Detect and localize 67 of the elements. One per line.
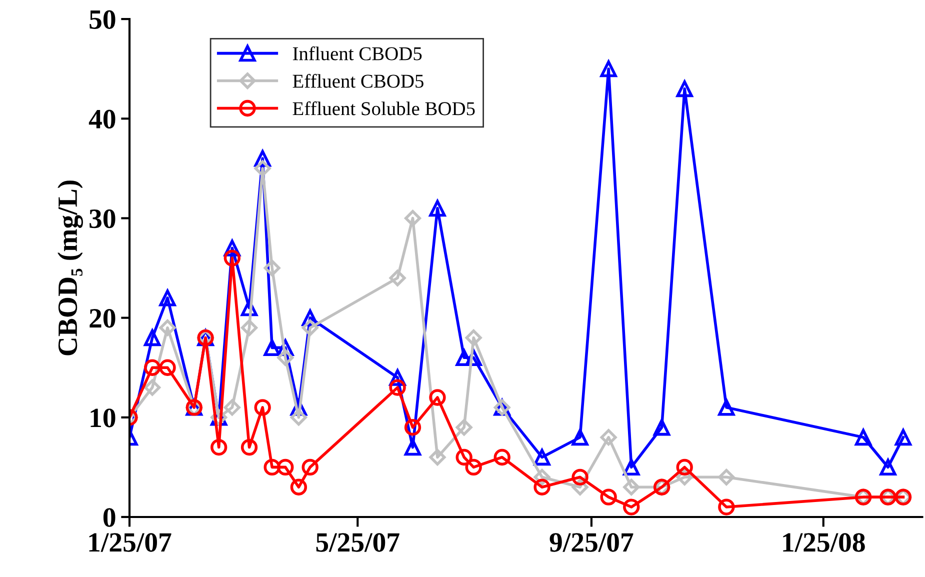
point bbox=[159, 320, 176, 336]
point bbox=[290, 478, 308, 496]
point bbox=[718, 468, 735, 486]
point bbox=[404, 419, 422, 436]
point bbox=[572, 428, 588, 446]
point bbox=[623, 478, 640, 496]
point bbox=[240, 438, 258, 456]
point bbox=[534, 478, 550, 496]
point bbox=[277, 458, 294, 476]
point bbox=[494, 448, 510, 466]
point bbox=[718, 399, 735, 416]
point bbox=[277, 349, 294, 366]
point bbox=[894, 428, 912, 446]
x-tick-label: 1/25/08 bbox=[783, 533, 865, 552]
point bbox=[254, 160, 271, 177]
y-tick-label: 20 bbox=[90, 308, 116, 328]
y-tick-label: 50 bbox=[90, 10, 116, 29]
point bbox=[429, 448, 446, 466]
point bbox=[854, 428, 872, 446]
point bbox=[676, 458, 693, 476]
point bbox=[456, 448, 472, 466]
point bbox=[264, 260, 280, 276]
y-tick-label: 10 bbox=[90, 408, 116, 428]
point bbox=[302, 320, 318, 336]
x-tick-label: 5/25/07 bbox=[316, 533, 400, 552]
point bbox=[144, 379, 161, 396]
point bbox=[534, 448, 550, 466]
point bbox=[224, 250, 240, 266]
point bbox=[210, 438, 228, 456]
point bbox=[241, 320, 258, 336]
point bbox=[264, 339, 280, 356]
point bbox=[456, 419, 472, 436]
point bbox=[144, 359, 161, 376]
point bbox=[389, 270, 406, 286]
y-tick-label: 30 bbox=[90, 209, 116, 228]
point bbox=[389, 379, 406, 396]
legend-label: Effluent CBOD5 bbox=[292, 74, 424, 88]
x-tick-label: 9/25/07 bbox=[550, 533, 634, 552]
point bbox=[159, 290, 176, 306]
point bbox=[264, 458, 280, 476]
point bbox=[600, 488, 617, 506]
point bbox=[404, 210, 422, 226]
y-tick-label: 0 bbox=[103, 508, 116, 527]
point bbox=[429, 389, 446, 406]
point bbox=[159, 359, 176, 376]
point bbox=[254, 399, 271, 416]
y-axis-title: CBOD₅ (mg/L) bbox=[58, 180, 83, 356]
point bbox=[404, 438, 422, 456]
point bbox=[224, 399, 240, 416]
point bbox=[623, 498, 640, 516]
point bbox=[144, 329, 161, 346]
x-tick-label: 1/25/07 bbox=[89, 533, 172, 552]
point bbox=[600, 60, 617, 78]
point bbox=[429, 200, 446, 217]
point bbox=[718, 498, 735, 516]
point bbox=[676, 80, 693, 98]
point bbox=[290, 409, 307, 426]
point bbox=[653, 419, 670, 436]
point bbox=[880, 458, 896, 476]
point bbox=[572, 468, 588, 486]
legend-label: Influent CBOD5 bbox=[292, 46, 422, 60]
point bbox=[600, 429, 617, 446]
point bbox=[465, 329, 482, 346]
point bbox=[465, 458, 482, 476]
point bbox=[302, 458, 318, 476]
y-tick-label: 40 bbox=[88, 110, 116, 129]
legend-label: Effluent Soluble BOD5 bbox=[292, 101, 475, 116]
